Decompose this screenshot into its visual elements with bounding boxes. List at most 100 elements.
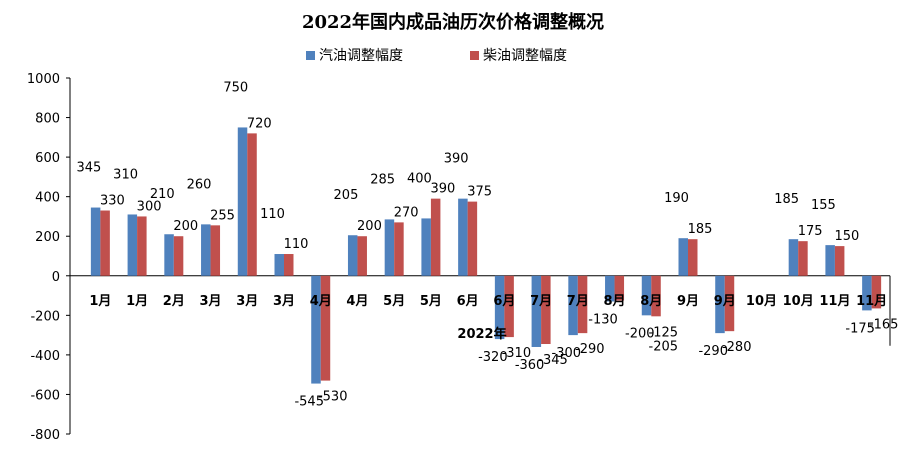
x-tick-label: 1月	[89, 294, 111, 309]
gasoline-bar	[274, 254, 284, 276]
gasoline-bar	[311, 275, 321, 384]
x-tick-label: 4月	[346, 294, 368, 309]
y-tick-label: 0	[52, 270, 60, 285]
gasoline-value-label: -290	[698, 344, 728, 359]
gasoline-value-label: 190	[664, 191, 689, 206]
gasoline-bar	[862, 275, 872, 311]
gasoline-bar	[237, 127, 248, 276]
diesel-bar	[651, 275, 661, 317]
diesel-value-label: 270	[394, 205, 419, 220]
y-tick-label: -200	[30, 309, 60, 324]
x-tick-label: 9月	[677, 294, 699, 309]
diesel-value-label: 390	[430, 182, 455, 197]
gasoline-value-label: 750	[223, 80, 248, 95]
y-tick-label: 600	[35, 151, 60, 166]
diesel-bar	[100, 210, 110, 276]
gasoline-bar	[678, 238, 688, 276]
gasoline-value-label: 185	[774, 192, 799, 207]
x-tick-label: 1月	[126, 294, 148, 309]
x-axis-label: 2022年	[457, 326, 506, 342]
legend-swatch-diesel	[470, 51, 479, 60]
gasoline-bar	[531, 275, 542, 347]
gasoline-bar	[458, 198, 468, 276]
y-tick-label: 800	[35, 112, 60, 127]
gasoline-value-label: -175	[845, 321, 875, 336]
gasoline-value-label: -360	[515, 358, 545, 373]
diesel-bar	[798, 241, 808, 276]
diesel-value-label: 330	[100, 194, 125, 209]
bars	[90, 127, 882, 384]
y-tick-label: 400	[35, 191, 60, 206]
legend-label-gasoline: 汽油调整幅度	[319, 48, 403, 64]
x-tick-label: 11月	[856, 294, 887, 309]
diesel-bar	[394, 222, 404, 276]
x-tick-label: 5月	[383, 294, 405, 309]
diesel-bar	[724, 275, 735, 332]
gasoline-value-label: 110	[260, 207, 285, 222]
diesel-value-label: 185	[688, 222, 713, 237]
gasoline-bar	[384, 219, 395, 276]
x-tick-label: 10月	[746, 294, 777, 309]
legend: 汽油调整幅度 柴油调整幅度	[306, 48, 567, 64]
x-tick-label: 5月	[420, 294, 442, 309]
x-tick-label: 11月	[819, 294, 850, 309]
diesel-bar	[430, 198, 441, 276]
diesel-bar	[504, 275, 514, 338]
diesel-value-label: 375	[467, 185, 492, 200]
x-tick-label: 9月	[714, 294, 736, 309]
gasoline-value-label: 390	[444, 152, 469, 167]
gasoline-bar	[494, 275, 505, 340]
gasoline-value-label: -130	[588, 312, 618, 327]
diesel-value-label: -345	[538, 353, 568, 368]
gasoline-bar	[825, 245, 835, 276]
diesel-bar	[247, 133, 257, 276]
diesel-bar	[688, 239, 698, 276]
x-tick-label: 4月	[310, 294, 332, 309]
diesel-bar	[577, 275, 588, 334]
diesel-value-label: 150	[834, 229, 859, 244]
x-tick-label: 6月	[457, 294, 479, 309]
diesel-bar	[614, 275, 625, 301]
y-tick-label: 1000	[27, 72, 60, 87]
diesel-bar	[320, 275, 331, 381]
diesel-bar	[137, 216, 147, 276]
gasoline-value-label: 210	[150, 187, 175, 202]
gasoline-bar	[605, 275, 615, 302]
diesel-bar	[173, 236, 184, 276]
gasoline-value-label: 285	[370, 172, 395, 187]
diesel-value-label: -205	[649, 339, 679, 354]
diesel-value-label: -290	[575, 342, 605, 357]
diesel-value-label: 110	[284, 237, 309, 252]
y-tick-label: -400	[30, 349, 60, 364]
x-tick-label: 2月	[163, 294, 185, 309]
gasoline-bar	[127, 214, 138, 276]
gasoline-value-label: -300	[552, 346, 582, 361]
gasoline-value-label: -545	[294, 395, 324, 410]
diesel-value-label: -165	[869, 317, 899, 332]
x-tick-label: 8月	[640, 294, 662, 309]
diesel-bar	[834, 246, 845, 276]
gasoline-value-label: -320	[478, 350, 508, 365]
chart-title: 2022年国内成品油历次价格调整概况	[302, 11, 604, 33]
diesel-value-label: 300	[137, 199, 162, 214]
gasoline-value-label: 400	[407, 171, 432, 186]
gasoline-bar	[715, 275, 725, 334]
gasoline-bar	[201, 224, 211, 276]
gasoline-value-label: 205	[334, 188, 359, 203]
x-tick-label: 3月	[236, 294, 258, 309]
gasoline-bar	[568, 275, 578, 336]
x-tick-label: 10月	[783, 294, 814, 309]
diesel-value-label: 200	[357, 219, 382, 234]
diesel-value-label: 720	[247, 116, 272, 131]
gasoline-bar	[90, 207, 101, 276]
diesel-bar	[210, 225, 221, 276]
y-tick-label: -600	[30, 388, 60, 403]
gasoline-bar	[164, 234, 174, 276]
diesel-bar	[467, 201, 478, 276]
legend-swatch-gasoline	[306, 51, 315, 60]
gasoline-value-label: 310	[113, 167, 138, 182]
gasoline-value-label: 345	[76, 161, 101, 176]
diesel-bar	[357, 236, 367, 276]
y-tick-label: 200	[35, 230, 60, 245]
